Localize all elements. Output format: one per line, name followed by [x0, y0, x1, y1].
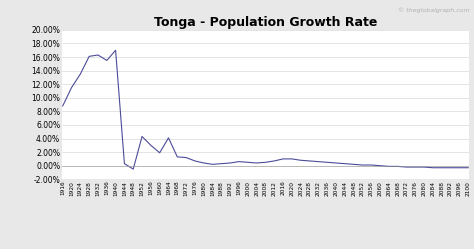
Title: Tonga - Population Growth Rate: Tonga - Population Growth Rate: [154, 16, 377, 29]
Text: © theglobalgraph.com: © theglobalgraph.com: [398, 7, 469, 13]
